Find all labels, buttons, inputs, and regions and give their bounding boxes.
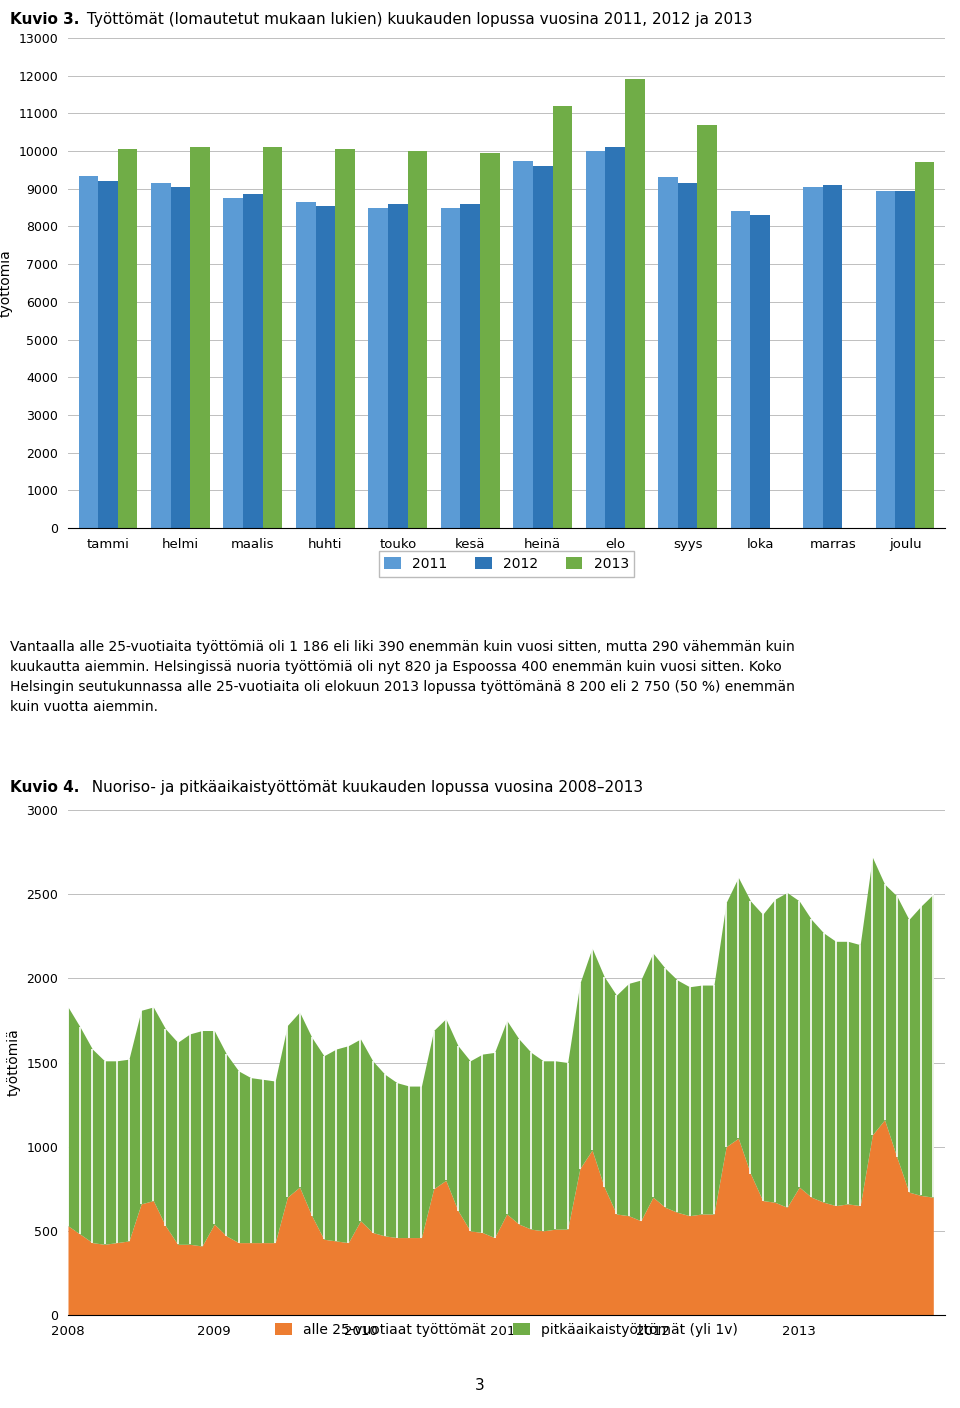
Bar — [316, 206, 335, 528]
Y-axis label: työttömiä: työttömiä — [0, 249, 12, 317]
Text: Vantaalla alle 25-vuotiaita työttömiä oli 1 186 eli liki 390 enemmän kuin vuosi : Vantaalla alle 25-vuotiaita työttömiä ol… — [10, 641, 795, 714]
Bar — [151, 183, 171, 528]
Bar — [243, 194, 263, 528]
Bar — [369, 207, 388, 528]
Text: Kuvio 3.: Kuvio 3. — [10, 13, 80, 27]
Bar — [388, 204, 408, 528]
Bar — [118, 149, 137, 528]
Bar — [804, 187, 823, 528]
Bar — [586, 151, 606, 528]
Bar — [98, 182, 118, 528]
Text: Työttömät (lomautetut mukaan lukien) kuukauden lopussa vuosina 2011, 2012 ja 201: Työttömät (lomautetut mukaan lukien) kuu… — [82, 13, 753, 27]
Bar — [751, 215, 770, 528]
Bar — [876, 190, 896, 528]
Bar — [533, 166, 553, 528]
Bar — [224, 199, 243, 528]
Bar — [823, 184, 843, 528]
Text: Nuoriso- ja pitkäaikaistyöttömät kuukauden lopussa vuosina 2008–2013: Nuoriso- ja pitkäaikaistyöttömät kuukaud… — [82, 780, 643, 796]
Text: 3: 3 — [475, 1377, 485, 1393]
Bar — [480, 153, 499, 528]
Bar — [606, 148, 625, 528]
Bar — [698, 125, 717, 528]
Bar — [553, 106, 572, 528]
Bar — [296, 201, 316, 528]
Legend: alle 25-vuotiaat työttömät, pitkäaikaistyöttömät (yli 1v): alle 25-vuotiaat työttömät, pitkäaikaist… — [270, 1318, 743, 1343]
Bar — [335, 149, 354, 528]
Bar — [263, 148, 282, 528]
Bar — [514, 161, 533, 528]
Bar — [625, 79, 644, 528]
Bar — [896, 190, 915, 528]
Bar — [731, 211, 751, 528]
Bar — [408, 151, 427, 528]
Y-axis label: työttömiä: työttömiä — [7, 1029, 21, 1097]
Bar — [190, 148, 209, 528]
Bar — [915, 162, 934, 528]
Bar — [659, 177, 678, 528]
Bar — [79, 176, 98, 528]
Bar — [171, 187, 190, 528]
Text: Kuvio 4.: Kuvio 4. — [10, 780, 80, 796]
Bar — [678, 183, 698, 528]
Bar — [441, 207, 461, 528]
Bar — [461, 204, 480, 528]
Legend: 2011, 2012, 2013: 2011, 2012, 2013 — [379, 552, 635, 576]
